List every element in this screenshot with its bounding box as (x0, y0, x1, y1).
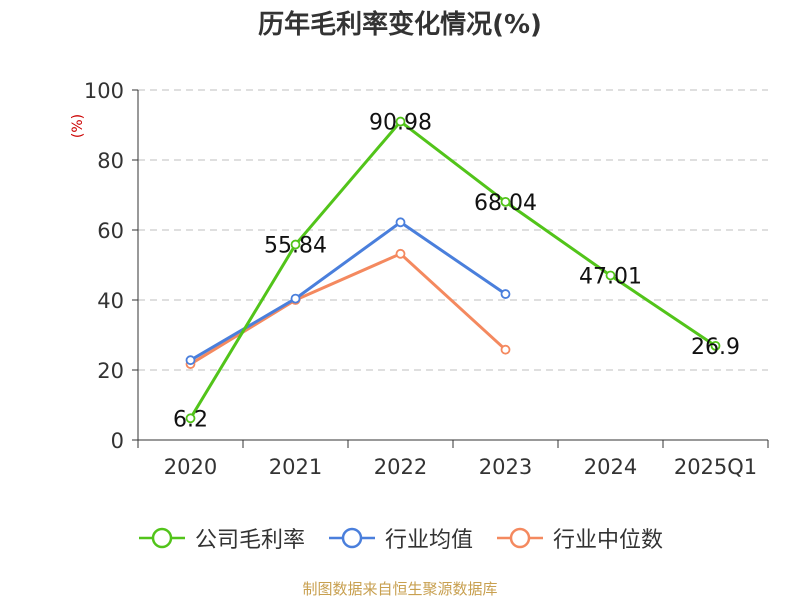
x-tick-label: 2024 (584, 455, 637, 479)
series-line (189, 252, 507, 366)
data-point (605, 270, 616, 281)
x-tick-label: 2025Q1 (674, 455, 757, 479)
y-tick-label: 0 (111, 429, 124, 453)
series-lines (185, 116, 721, 424)
data-point (500, 344, 511, 355)
data-point (710, 340, 721, 351)
data-label: 26.9 (691, 335, 740, 360)
legend-marker-icon (328, 527, 375, 549)
data-label: 68.04 (474, 191, 537, 216)
data-point (290, 239, 301, 250)
y-tick-label: 80 (97, 149, 124, 173)
data-label: 90.98 (369, 111, 432, 136)
y-tick-label: 60 (97, 219, 124, 243)
axes: 0 20 40 60 80 100 2020 2021 2022 2023 2024 2025Q1 (84, 79, 769, 479)
y-tick-label: 100 (84, 79, 124, 103)
data-label: 55.84 (264, 234, 327, 259)
data-point (185, 413, 196, 424)
source-note: 制图数据来自恒生聚源数据库 (302, 580, 498, 598)
data-label: 47.01 (579, 264, 642, 289)
legend-marker-icon (138, 527, 185, 549)
legend-label: 行业中位数 (553, 528, 664, 553)
y-tick-label: 20 (97, 359, 124, 383)
legend: 公司毛利率 行业均值 行业中位数 (0, 518, 800, 558)
legend-label: 公司毛利率 (194, 528, 305, 553)
data-point (290, 293, 301, 304)
x-tick-label: 2023 (479, 455, 532, 479)
data-labels: 6.2 55.84 90.98 68.04 47.01 26.9 (173, 111, 740, 433)
legend-item[interactable]: 行业均值 (327, 522, 473, 554)
y-axis-unit-label: (%) (70, 114, 86, 138)
data-point (500, 289, 511, 299)
y-tick-label: 40 (97, 289, 124, 313)
data-point (185, 355, 196, 366)
data-point (395, 248, 406, 259)
legend-item[interactable]: 行业中位数 (495, 522, 663, 554)
x-tick-label: 2022 (374, 455, 427, 479)
data-point (395, 217, 406, 228)
chart-title: 历年毛利率变化情况(%) (258, 9, 542, 40)
data-point (500, 196, 511, 207)
series-line (189, 120, 717, 420)
grid-lines (138, 89, 768, 371)
legend-item[interactable]: 公司毛利率 (137, 522, 305, 554)
legend-marker-icon (497, 527, 543, 549)
legend-label: 行业均值 (384, 528, 473, 553)
data-point (395, 116, 406, 127)
data-label: 6.2 (173, 407, 208, 432)
x-tick-label: 2020 (164, 455, 217, 479)
x-tick-label: 2021 (269, 455, 322, 479)
